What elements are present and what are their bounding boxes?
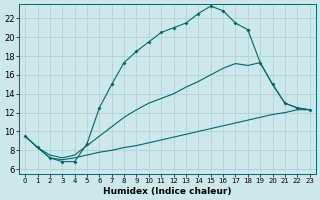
- X-axis label: Humidex (Indice chaleur): Humidex (Indice chaleur): [103, 187, 232, 196]
